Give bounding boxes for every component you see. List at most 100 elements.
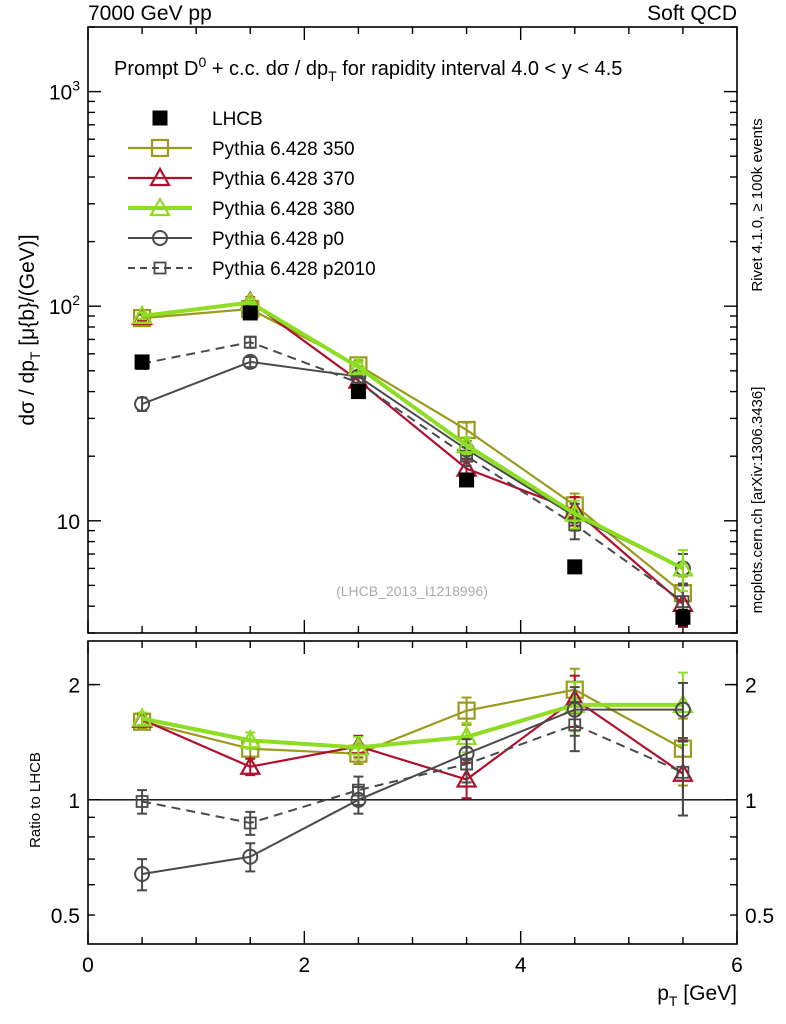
data-point — [242, 353, 259, 370]
legend-marker — [152, 230, 168, 246]
ratio-y-tick-label: 2 — [68, 675, 80, 698]
series-line — [141, 688, 684, 755]
data-point — [350, 384, 366, 400]
legend-label: LHCB — [212, 109, 263, 130]
ratio-y-tick-label-right: 1 — [745, 790, 757, 813]
open-triangle-marker — [455, 768, 478, 788]
series-line — [141, 698, 684, 781]
open-square-marker — [676, 765, 690, 779]
open-triangle-marker — [131, 707, 153, 727]
analysis-id-watermark: (LHCB_2013_I1218996) — [336, 583, 488, 599]
ratio-y-axis-label: Ratio to LHCB — [27, 752, 44, 848]
x-tick-label: 2 — [298, 954, 310, 977]
data-point — [457, 701, 476, 720]
legend-label: Pythia 6.428 380 — [212, 199, 355, 220]
legend-label: Pythia 6.428 350 — [212, 139, 355, 160]
main-plot-title: Prompt D0 + c.c. dσ / dpT for rapidity i… — [114, 54, 622, 84]
main-y-tick-label: 103 — [49, 78, 80, 105]
open-circle-marker — [242, 353, 259, 370]
ratio-panel: 2 2 1 1 0.5 0.5 0 2 4 6 — [51, 640, 774, 977]
open-square-marker — [676, 595, 690, 609]
data-point — [672, 557, 694, 577]
data-point — [460, 757, 473, 771]
open-triangle-marker — [239, 729, 262, 749]
open-circle-marker — [242, 848, 259, 865]
data-point — [131, 304, 153, 325]
main-y-axis-label: dσ / dpT [μ{b}/(GeV)] — [16, 234, 43, 425]
data-point — [675, 609, 691, 625]
data-point — [242, 305, 258, 321]
header-left-label: 7000 GeV pp — [88, 2, 212, 25]
open-square-marker — [153, 261, 167, 275]
ratio-y-tick-label-right: 2 — [745, 675, 757, 698]
open-circle-marker — [152, 230, 168, 246]
legend-label: Pythia 6.428 370 — [212, 169, 355, 190]
x-tick-label: 6 — [731, 954, 743, 977]
ratio-y-tick-label: 1 — [68, 790, 80, 813]
axis-labels: Prompt D0 + c.c. dσ / dpT for rapidity i… — [16, 54, 737, 1009]
rivet-version-annotation: Rivet 4.1.0, ≥ 100k events — [749, 118, 766, 291]
series-pythia-6-428-p2010 — [135, 701, 690, 836]
data-point — [135, 795, 149, 808]
open-triangle-marker — [239, 755, 262, 775]
filled-square-marker — [152, 110, 168, 126]
data-point — [674, 701, 691, 718]
series-line — [141, 300, 684, 571]
legend-item-lhcb[interactable]: LHCB — [152, 109, 263, 130]
data-point — [131, 707, 153, 727]
data-point — [563, 502, 586, 522]
data-point — [243, 335, 257, 349]
legend-item-pythia-6-428-380[interactable]: Pythia 6.428 380 — [128, 196, 355, 220]
main-y-tick-label: 10 — [57, 511, 80, 534]
data-point — [455, 768, 478, 788]
series-lhcb — [134, 305, 691, 627]
legend-item-pythia-6-428-p2010[interactable]: Pythia 6.428 p2010 — [128, 259, 376, 280]
x-tick-label: 0 — [82, 954, 94, 977]
legend-label: Pythia 6.428 p2010 — [212, 259, 376, 280]
data-point — [242, 848, 259, 865]
side-annotations: Rivet 4.1.0, ≥ 100k events mcplots.cern.c… — [749, 118, 766, 613]
data-point — [239, 755, 262, 775]
open-square-marker — [243, 816, 257, 830]
legend-marker — [149, 166, 171, 187]
legend-item-pythia-6-428-370[interactable]: Pythia 6.428 370 — [128, 166, 355, 190]
data-point — [134, 354, 150, 370]
data-point — [676, 765, 690, 779]
legend-item-pythia-6-428-350[interactable]: Pythia 6.428 350 — [128, 138, 355, 160]
legend-marker — [150, 138, 170, 158]
open-triangle-marker — [347, 736, 370, 756]
data-point — [347, 355, 370, 376]
data-point — [243, 816, 257, 830]
open-square-marker — [568, 718, 582, 732]
legend-marker — [149, 196, 171, 217]
mcplots-source-annotation: mcplots.cern.ch [arXiv:1306.3436] — [749, 387, 766, 614]
open-square-marker — [150, 138, 170, 158]
open-triangle-marker — [131, 304, 153, 325]
data-point — [459, 472, 475, 488]
filled-square-marker — [567, 559, 583, 575]
data-point — [134, 865, 151, 882]
data-point — [134, 396, 151, 413]
series-line — [141, 702, 683, 750]
open-triangle-marker — [149, 196, 171, 217]
ratio-y-tick-label-right: 0.5 — [745, 905, 774, 928]
header-right-label: Soft QCD — [647, 2, 737, 25]
series-line — [141, 723, 684, 824]
legend-label: Pythia 6.428 p0 — [212, 229, 344, 250]
open-triangle-marker — [347, 355, 370, 376]
open-square-marker — [135, 795, 149, 808]
data-point — [239, 729, 262, 749]
open-triangle-marker — [149, 166, 171, 187]
filled-square-marker — [134, 354, 150, 370]
open-square-marker — [243, 335, 257, 349]
legend-item-pythia-6-428-p0[interactable]: Pythia 6.428 p0 — [128, 229, 344, 250]
open-triangle-marker — [672, 557, 694, 577]
data-point — [568, 718, 582, 732]
series-line — [141, 708, 683, 875]
series-line — [141, 341, 684, 603]
ratio-y-tick-label: 0.5 — [51, 905, 80, 928]
data-point — [352, 783, 365, 797]
